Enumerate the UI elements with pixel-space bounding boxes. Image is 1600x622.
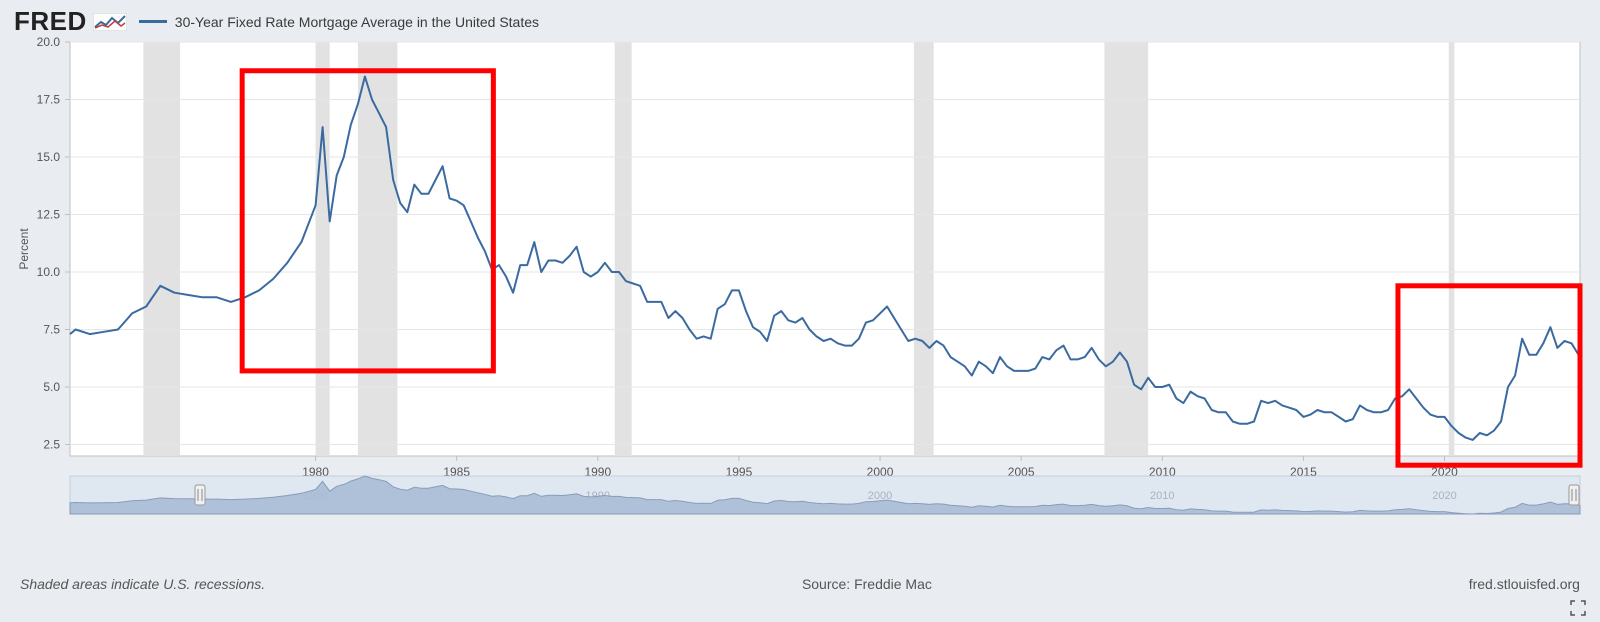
fred-chart-icon	[93, 13, 127, 31]
chart-header: FRED 30-Year Fixed Rate Mortgage Average…	[10, 6, 1590, 39]
site-label: fred.stlouisfed.org	[1469, 576, 1580, 592]
svg-text:17.5: 17.5	[37, 93, 61, 107]
series-legend[interactable]: 30-Year Fixed Rate Mortgage Average in t…	[139, 14, 539, 30]
fullscreen-icon[interactable]	[1570, 600, 1586, 616]
chart-area: 2.55.07.510.012.515.017.520.019801985199…	[10, 36, 1590, 552]
recession-note: Shaded areas indicate U.S. recessions.	[20, 576, 265, 592]
svg-text:20.0: 20.0	[37, 36, 61, 49]
svg-text:7.5: 7.5	[43, 323, 60, 337]
svg-text:10.0: 10.0	[37, 265, 61, 279]
svg-text:Percent: Percent	[17, 228, 31, 270]
svg-text:5.0: 5.0	[43, 380, 60, 394]
svg-text:2010: 2010	[1150, 490, 1174, 502]
chart-footer: Shaded areas indicate U.S. recessions. S…	[20, 576, 1580, 592]
svg-text:12.5: 12.5	[37, 208, 61, 222]
chart-svg: 2.55.07.510.012.515.017.520.019801985199…	[10, 36, 1590, 552]
fred-logo: FRED	[14, 6, 127, 37]
svg-text:2020: 2020	[1432, 490, 1456, 502]
series-title: 30-Year Fixed Rate Mortgage Average in t…	[175, 14, 539, 30]
legend-swatch	[139, 20, 167, 23]
svg-text:15.0: 15.0	[37, 150, 61, 164]
range-handle-left[interactable]	[195, 485, 205, 505]
source-label: Source: Freddie Mac	[802, 576, 932, 592]
range-handle-right[interactable]	[1569, 485, 1579, 505]
svg-text:2.5: 2.5	[43, 438, 60, 452]
fred-logo-text: FRED	[14, 6, 87, 37]
